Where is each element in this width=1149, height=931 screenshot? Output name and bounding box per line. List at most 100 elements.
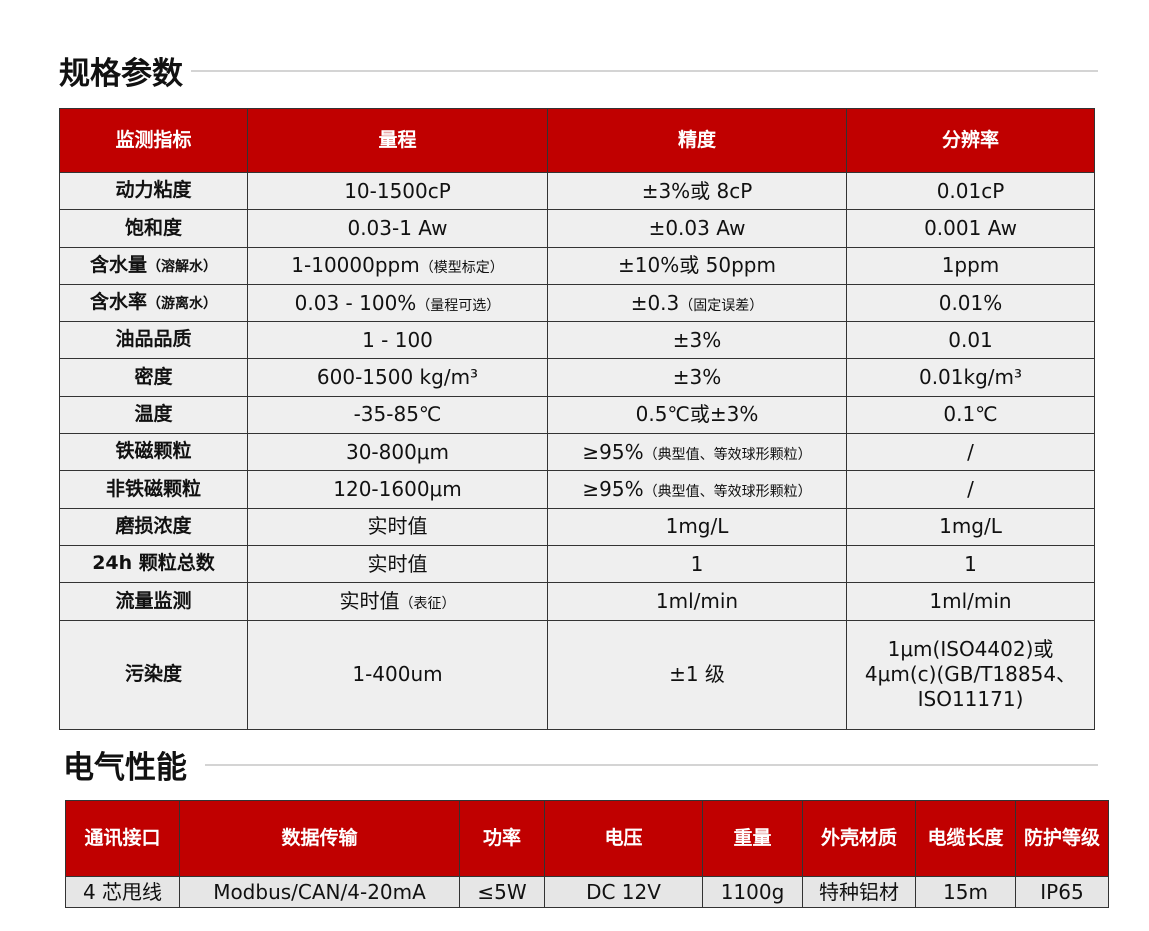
cell-name-note: （溶解水） bbox=[147, 258, 217, 275]
table-row: 油品品质 1 - 100 ±3% 0.01 bbox=[59, 321, 1095, 360]
cell-name: 油品品质 bbox=[59, 321, 248, 360]
cell-accuracy-note: （典型值、等效球形颗粒） bbox=[643, 484, 812, 501]
cell-accuracy-text: ≥95% bbox=[582, 477, 644, 502]
cell-resolution: 0.01 bbox=[846, 321, 1095, 360]
table-row: 磨损浓度 实时值 1mg/L 1mg/L bbox=[59, 507, 1095, 546]
cell-range: 600-1500 kg/m³ bbox=[247, 358, 548, 397]
cell-resolution: 0.01% bbox=[846, 283, 1095, 323]
cell-range-text: 10-1500cP bbox=[344, 178, 451, 203]
cell-value: ≤5W bbox=[459, 876, 545, 908]
cell-value: IP65 bbox=[1015, 876, 1109, 908]
cell-name-text: 铁磁颗粒 bbox=[115, 440, 192, 463]
cell-range: 0.03 - 100%（量程可选） bbox=[247, 283, 548, 323]
cell-name-text: 温度 bbox=[134, 403, 173, 426]
cell-name: 温度 bbox=[59, 395, 248, 435]
table-row: 24h 颗粒总数 实时值 1 1 bbox=[59, 544, 1095, 584]
cell-accuracy: ±0.03 Aw bbox=[547, 209, 847, 248]
cell-resolution-text: 1ppm bbox=[941, 253, 1000, 278]
table-row: 密度 600-1500 kg/m³ ±3% 0.01kg/m³ bbox=[59, 358, 1095, 397]
cell-name: 24h 颗粒总数 bbox=[59, 544, 248, 584]
electrical-table: 通讯接口 数据传输 功率 电压 重量 外壳材质 电缆长度 防护等级 4 芯甩线 Modbus/CA… bbox=[65, 800, 1109, 908]
cell-name-text: 含水率 bbox=[89, 291, 147, 314]
cell-accuracy: ≥95%（典型值、等效球形颗粒） bbox=[547, 433, 847, 472]
cell-range: -35-85℃ bbox=[247, 395, 548, 435]
table-row: 非铁磁颗粒 120-1600μm ≥95%（典型值、等效球形颗粒） / bbox=[59, 470, 1095, 509]
cell-name: 饱和度 bbox=[59, 209, 248, 248]
table-row: 流量监测 实时值（表征） 1ml/min 1ml/min bbox=[59, 582, 1095, 621]
cell-name-text: 24h 颗粒总数 bbox=[92, 552, 215, 575]
cell-resolution-text: 1 bbox=[964, 551, 977, 576]
cell-range: 10-1500cP bbox=[247, 171, 548, 211]
table-row: 含水率（游离水） 0.03 - 100%（量程可选） ±0.3（固定误差） 0.01% bbox=[59, 283, 1095, 323]
cell-accuracy: ±3%或 8cP bbox=[547, 171, 847, 211]
table-row: 饱和度 0.03-1 Aw ±0.03 Aw 0.001 Aw bbox=[59, 209, 1095, 248]
cell-name: 铁磁颗粒 bbox=[59, 433, 248, 472]
column-header: 电缆长度 bbox=[915, 800, 1016, 877]
column-header: 重量 bbox=[702, 800, 803, 877]
cell-value: 1100g bbox=[702, 876, 803, 908]
cell-range-note: （量程可选） bbox=[416, 297, 501, 314]
cell-name-text: 磨损浓度 bbox=[115, 514, 192, 537]
cell-range-text: 1-400um bbox=[352, 662, 443, 687]
spec-section-heading: 规格参数 bbox=[59, 48, 1098, 93]
cell-accuracy: 1mg/L bbox=[547, 507, 847, 546]
column-header: 分辨率 bbox=[846, 108, 1095, 173]
cell-resolution: 1ppm bbox=[846, 246, 1095, 285]
cell-range: 1-400um bbox=[247, 619, 548, 730]
table-row: 污染度 1-400um ±1 级 1μm(ISO4402)或 4μm(c)(GB/T1… bbox=[59, 619, 1095, 730]
cell-range: 实时值 bbox=[247, 544, 548, 584]
cell-range-text: 实时值 bbox=[367, 514, 428, 539]
cell-accuracy: ±0.3（固定误差） bbox=[547, 283, 847, 323]
spec-table: 监测指标 量程 精度 分辨率 动力粘度 10-1500cP ±3%或 8cP 0.01cP 饱和… bbox=[59, 108, 1095, 730]
cell-resolution: 0.001 Aw bbox=[846, 209, 1095, 248]
cell-range-text: 1-10000ppm bbox=[291, 253, 420, 278]
cell-value: 4 芯甩线 bbox=[65, 876, 180, 908]
cell-name: 流量监测 bbox=[59, 582, 248, 621]
electrical-section-heading: 电气性能 bbox=[63, 742, 1098, 787]
electrical-title: 电气性能 bbox=[63, 750, 187, 786]
cell-resolution-text: 0.01cP bbox=[936, 178, 1005, 203]
cell-range-text: 600-1500 kg/m³ bbox=[316, 365, 479, 390]
cell-name-text: 流量监测 bbox=[115, 589, 192, 612]
table-row: 动力粘度 10-1500cP ±3%或 8cP 0.01cP bbox=[59, 171, 1095, 211]
cell-accuracy: 0.5℃或±3% bbox=[547, 395, 847, 435]
cell-accuracy-text: ≥95% bbox=[582, 439, 644, 464]
cell-range: 1-10000ppm（模型标定） bbox=[247, 246, 548, 285]
cell-value: 特种铝材 bbox=[802, 876, 916, 908]
cell-accuracy: ±1 级 bbox=[547, 619, 847, 730]
cell-name-text: 饱和度 bbox=[124, 216, 182, 239]
cell-accuracy: ±10%或 50ppm bbox=[547, 246, 847, 285]
cell-resolution-text: 1μm(ISO4402)或 4μm(c)(GB/T18854、ISO11171) bbox=[864, 637, 1077, 712]
cell-range-note: （表征） bbox=[399, 595, 456, 612]
cell-name: 磨损浓度 bbox=[59, 507, 248, 546]
cell-accuracy-text: 1ml/min bbox=[655, 588, 739, 613]
cell-accuracy-text: ±3% bbox=[672, 365, 722, 390]
cell-resolution: 1ml/min bbox=[846, 582, 1095, 621]
column-header: 数据传输 bbox=[179, 800, 460, 877]
table-row: 铁磁颗粒 30-800μm ≥95%（典型值、等效球形颗粒） / bbox=[59, 433, 1095, 472]
cell-accuracy-text: ±10%或 50ppm bbox=[618, 253, 776, 278]
divider bbox=[205, 763, 1098, 766]
cell-accuracy-text: ±0.03 Aw bbox=[648, 215, 746, 240]
cell-accuracy-text: 1mg/L bbox=[665, 514, 729, 539]
cell-name-text: 油品品质 bbox=[115, 328, 192, 351]
cell-range-text: 30-800μm bbox=[345, 439, 450, 464]
cell-accuracy-text: ±0.3 bbox=[630, 290, 680, 315]
cell-resolution: 0.01cP bbox=[846, 171, 1095, 211]
cell-accuracy-text: 1 bbox=[690, 551, 704, 576]
column-header: 量程 bbox=[247, 108, 548, 173]
cell-resolution-text: 0.001 Aw bbox=[924, 215, 1017, 240]
cell-resolution-text: 1ml/min bbox=[929, 588, 1012, 613]
cell-resolution-text: 0.01 bbox=[948, 327, 993, 352]
cell-accuracy: 1ml/min bbox=[547, 582, 847, 621]
column-header: 防护等级 bbox=[1015, 800, 1109, 877]
cell-accuracy-note: （固定误差） bbox=[679, 297, 764, 314]
cell-name: 含水量（溶解水） bbox=[59, 246, 248, 285]
column-header: 外壳材质 bbox=[802, 800, 916, 877]
cell-name-text: 含水量 bbox=[89, 253, 147, 276]
cell-value: DC 12V bbox=[544, 876, 703, 908]
cell-range: 实时值（表征） bbox=[247, 582, 548, 621]
column-header: 监测指标 bbox=[59, 108, 248, 173]
cell-accuracy-text: ±3% bbox=[672, 327, 722, 352]
cell-resolution-text: / bbox=[967, 439, 974, 464]
